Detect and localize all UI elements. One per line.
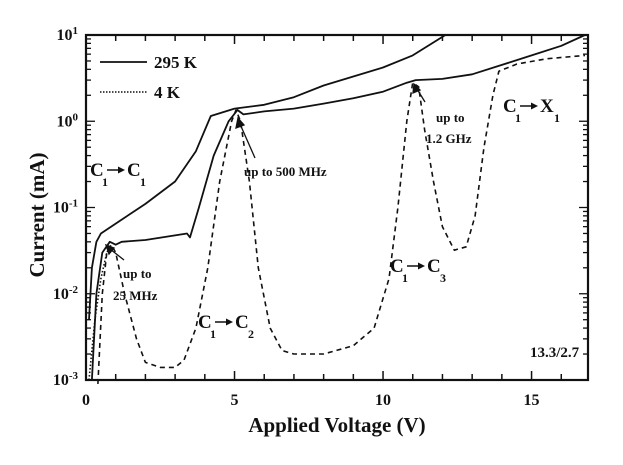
y-tick-label: 10-3 bbox=[53, 370, 79, 389]
annotation-up-to-1.2ghz-1: up to bbox=[436, 110, 465, 125]
x-tick-label: 10 bbox=[375, 392, 391, 409]
arrow-head-icon bbox=[418, 262, 425, 270]
transition-from-sub: 1 bbox=[402, 271, 408, 285]
transition-to-sub: 2 bbox=[248, 327, 254, 341]
plot-frame bbox=[84, 33, 590, 382]
transition-from: C bbox=[503, 96, 517, 117]
series-line-295k bbox=[88, 34, 446, 320]
transition-to-sub: 1 bbox=[554, 111, 560, 125]
y-tick-label: 10-1 bbox=[53, 198, 78, 217]
transition-from-sub: 1 bbox=[102, 175, 108, 189]
legend: 295 K 4 K bbox=[100, 53, 198, 102]
transition-to-sub: 1 bbox=[140, 175, 146, 189]
arrow-head-icon bbox=[118, 166, 125, 174]
x-tick-label: 15 bbox=[524, 392, 540, 409]
arrows bbox=[104, 82, 426, 261]
transition-to: X bbox=[540, 96, 554, 117]
legend-label-4k: 4 K bbox=[154, 83, 181, 102]
arrow-head-icon bbox=[531, 102, 538, 110]
y-tick-label: 100 bbox=[57, 111, 79, 130]
arrow-head-25mhz bbox=[104, 243, 116, 256]
transition-to: C bbox=[235, 312, 249, 333]
arrow-head-icon bbox=[226, 318, 233, 326]
y-tick-label: 101 bbox=[57, 25, 79, 44]
arrow-500mhz bbox=[239, 123, 256, 159]
x-tick-label: 5 bbox=[231, 392, 239, 409]
annotation-up-to-1.2ghz-2: 1.2 GHz bbox=[426, 131, 472, 146]
y-tick-label: 10-2 bbox=[53, 284, 79, 303]
transition-from: C bbox=[198, 312, 212, 333]
annotation-up-to-500mhz: up to 500 MHz bbox=[244, 164, 327, 179]
transition-from-sub: 1 bbox=[515, 111, 521, 125]
x-tick-label: 0 bbox=[82, 392, 90, 409]
arrow-head-500mhz bbox=[235, 116, 246, 130]
legend-label-295k: 295 K bbox=[154, 53, 198, 72]
arrow-head-1.2ghz bbox=[412, 82, 422, 95]
annotation-up-to-25mhz-1: up to bbox=[123, 266, 152, 281]
inset-label: 13.3/2.7 bbox=[530, 345, 580, 361]
transition-from: C bbox=[90, 160, 104, 181]
transition-to: C bbox=[127, 160, 141, 181]
transition-from-sub: 1 bbox=[210, 327, 216, 341]
transition-to-sub: 3 bbox=[440, 271, 446, 285]
transition-from: C bbox=[390, 256, 404, 277]
tick-labels: 0 5 10 15 101 100 10-1 10-2 10-3 bbox=[53, 25, 540, 409]
annotation-up-to-25mhz-2: 25 MHz bbox=[113, 288, 158, 303]
series-line-solid-1 bbox=[91, 34, 586, 381]
series-line-dashed-3 bbox=[97, 54, 586, 384]
y-axis-label: Current (mA) bbox=[25, 152, 49, 277]
transition-to: C bbox=[427, 256, 441, 277]
x-axis-label: Applied Voltage (V) bbox=[248, 413, 425, 437]
